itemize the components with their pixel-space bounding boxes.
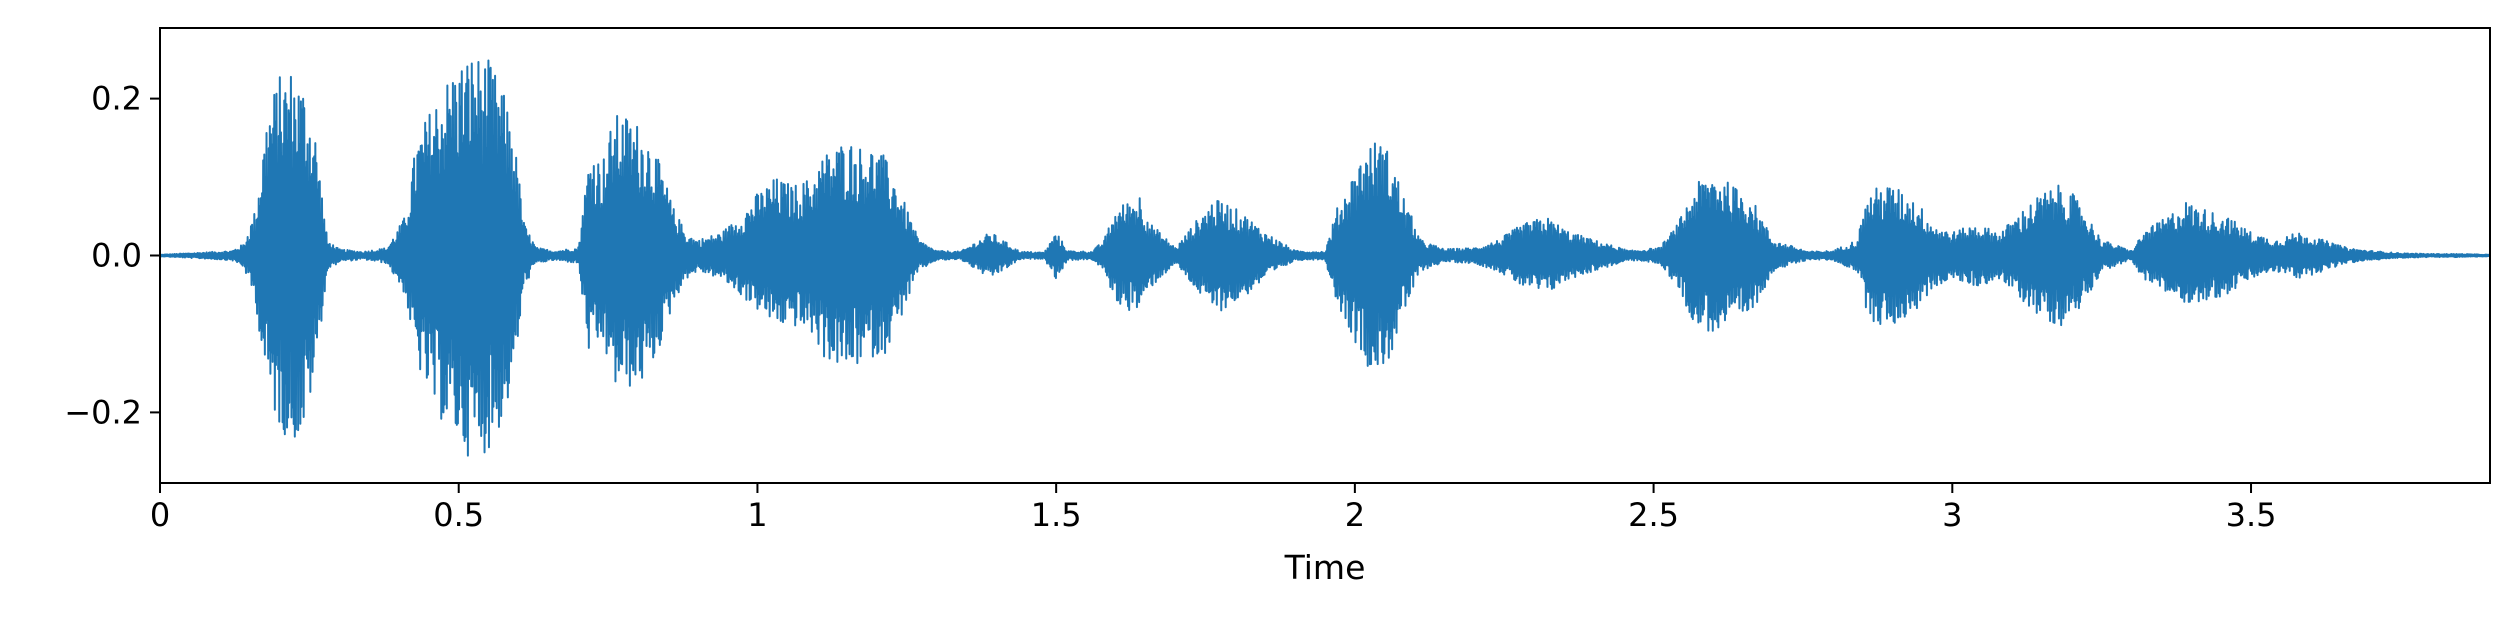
- waveform-line: [160, 59, 2490, 457]
- y-axis-ticks: 0.2 0.0 −0.2: [64, 80, 160, 431]
- x-tick-label: 1: [747, 496, 767, 534]
- y-tick-label: 0.2: [91, 80, 142, 118]
- x-axis-ticks: 0 0.5 1 1.5 2 2.5 3 3.5: [150, 483, 2277, 534]
- y-tick-label: 0.0: [91, 237, 142, 275]
- x-tick-label: 2.5: [1628, 496, 1679, 534]
- x-axis-label: Time: [1284, 548, 1366, 587]
- axes-frame: [159, 27, 2491, 484]
- x-tick-label: 0: [150, 496, 170, 534]
- x-tick-label: 1.5: [1031, 496, 1082, 534]
- y-tick-label: −0.2: [64, 393, 142, 431]
- x-tick-label: 3.5: [2226, 496, 2277, 534]
- x-tick-label: 3: [1942, 496, 1962, 534]
- x-tick-label: 2: [1345, 496, 1365, 534]
- plot-area: [160, 59, 2490, 457]
- x-tick-label: 0.5: [433, 496, 484, 534]
